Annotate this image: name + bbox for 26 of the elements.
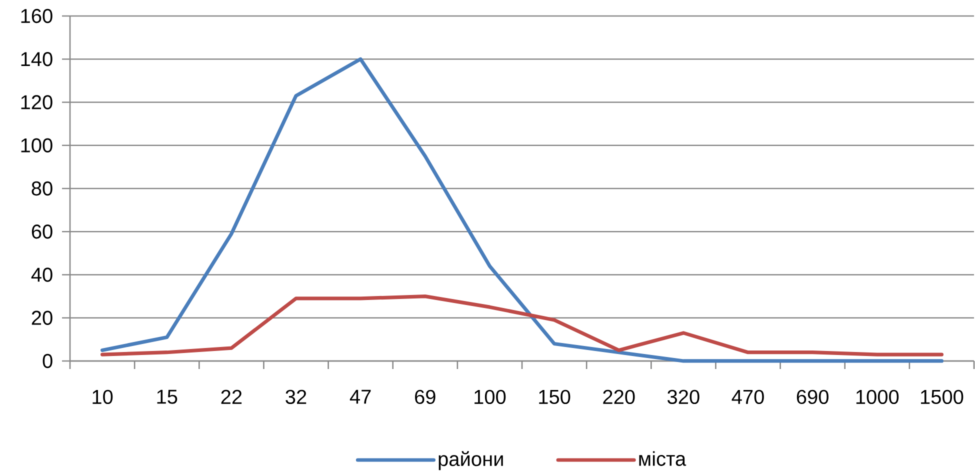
x-tick-label: 69 [415,390,436,404]
y-tick-label: 140 [21,52,52,66]
legend-label: райони [438,451,503,470]
y-tick-label: 40 [31,268,52,282]
x-tick-label: 220 [603,390,635,404]
x-tick-label: 32 [286,390,306,404]
x-tick-label: 320 [668,390,700,404]
y-tick-label: 100 [21,138,52,152]
line-series [100,294,944,356]
x-tick-label: 100 [474,390,506,404]
y-tick-label: 60 [32,224,52,239]
x-tick-label: 47 [350,390,371,404]
x-tick-label: 1500 [921,390,964,404]
y-tick-label: 80 [32,181,52,196]
x-tick-label: 690 [796,390,828,404]
y-tick-label: 0 [42,354,52,368]
x-tick-label: 470 [732,390,764,404]
x-tick-label: 10 [92,390,113,404]
x-tick-label: 150 [539,390,570,404]
x-tick-label: 1000 [856,390,899,404]
x-tick-label: 15 [157,390,178,404]
y-tick-label: 120 [21,95,52,110]
y-tick-label: 20 [32,310,52,325]
legend-label: міста [639,451,686,466]
x-tick-label: 22 [221,390,242,404]
y-tick-label: 160 [21,8,52,24]
